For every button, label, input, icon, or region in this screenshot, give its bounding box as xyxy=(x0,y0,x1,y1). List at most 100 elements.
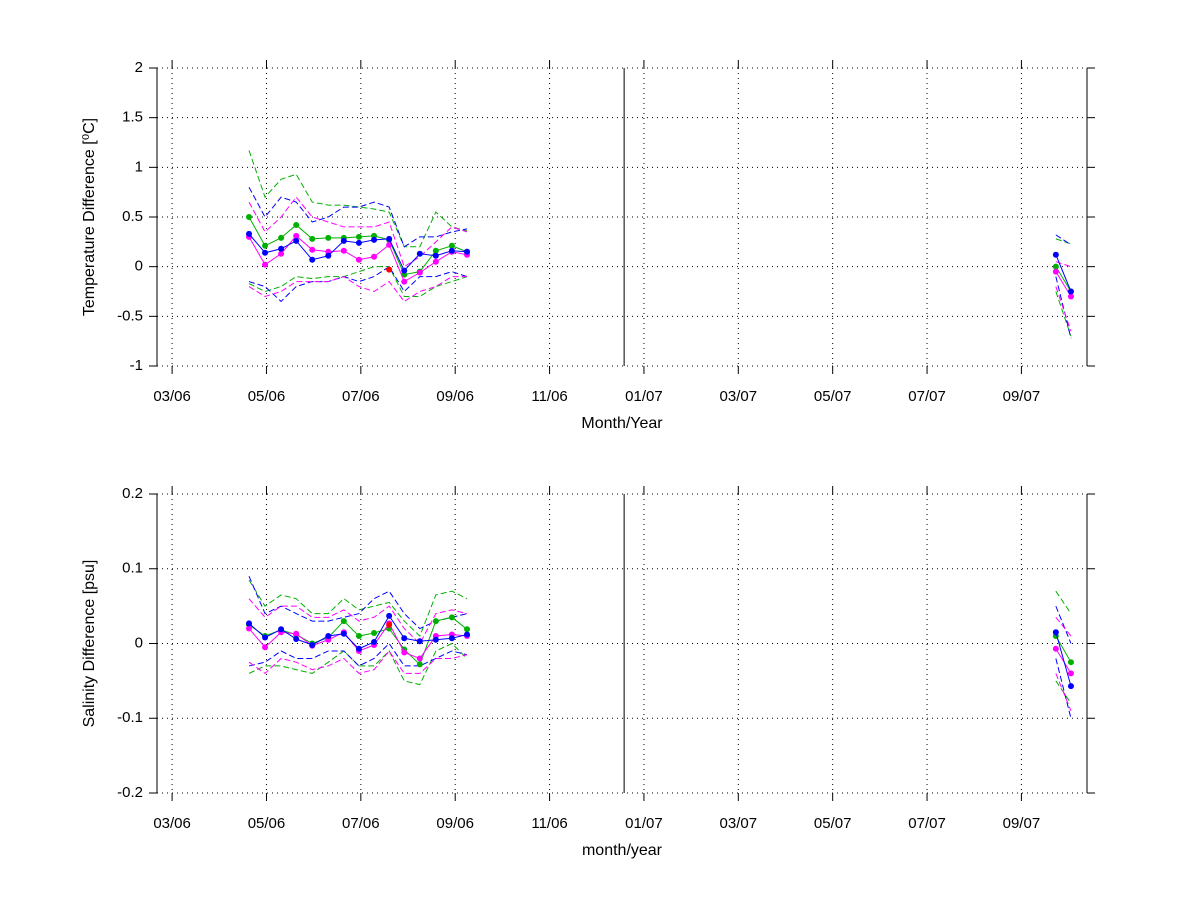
x-tick-label: 03/06 xyxy=(153,815,191,832)
marker xyxy=(432,636,439,643)
marker xyxy=(340,618,347,625)
marker xyxy=(262,242,269,249)
marker xyxy=(340,247,347,254)
marker xyxy=(1067,670,1074,677)
marker xyxy=(355,645,362,652)
marker xyxy=(340,237,347,244)
marker xyxy=(278,626,285,633)
marker xyxy=(416,655,423,662)
y-tick-label: -0.1 xyxy=(117,709,143,726)
marker xyxy=(262,634,269,641)
marker xyxy=(464,631,470,638)
marker xyxy=(448,247,455,254)
marker xyxy=(386,241,393,248)
band-line xyxy=(248,150,1072,248)
x-tick-label: 05/06 xyxy=(248,815,286,832)
x-tick-label: 03/07 xyxy=(720,388,758,405)
band-line xyxy=(248,265,1072,339)
marker xyxy=(448,242,455,249)
marker xyxy=(355,256,362,263)
y-tick-label: -1 xyxy=(130,357,143,374)
x-tick-label: 09/06 xyxy=(436,815,474,832)
marker xyxy=(262,249,269,256)
x-tick-label: 09/06 xyxy=(436,388,474,405)
marker xyxy=(416,269,423,276)
marker xyxy=(262,644,269,651)
x-tick-label: 07/06 xyxy=(342,815,380,832)
marker xyxy=(278,234,285,241)
marker xyxy=(1067,288,1074,295)
x-tick-label: 07/06 xyxy=(342,388,380,405)
series-line xyxy=(248,614,1072,687)
x-tick-label: 11/06 xyxy=(531,815,567,832)
marker xyxy=(246,230,253,237)
band-line xyxy=(248,266,1072,337)
marker xyxy=(1052,629,1059,636)
marker xyxy=(386,621,393,628)
marker xyxy=(464,248,470,255)
y-tick-label: 2 xyxy=(135,59,143,76)
marker xyxy=(401,278,408,285)
marker xyxy=(309,235,316,242)
y-tick-label: -0.2 xyxy=(117,784,143,801)
marker xyxy=(1052,268,1059,275)
marker xyxy=(246,214,253,220)
x-tick-label: 01/07 xyxy=(625,815,663,832)
x-tick-label: 07/07 xyxy=(908,388,946,405)
marker xyxy=(1067,293,1074,300)
marker xyxy=(371,639,378,646)
x-tick-label: 03/07 xyxy=(720,815,758,832)
band-line xyxy=(248,196,1072,268)
marker xyxy=(355,633,362,640)
marker xyxy=(293,636,300,643)
marker xyxy=(309,246,316,253)
marker xyxy=(293,221,300,228)
band-line xyxy=(248,650,1072,711)
marker xyxy=(355,233,362,240)
marker xyxy=(293,237,300,244)
x-axis-label: Month/Year xyxy=(581,415,663,432)
x-tick-label: 11/06 xyxy=(531,388,567,405)
marker xyxy=(246,620,253,627)
marker xyxy=(416,661,423,668)
marker xyxy=(262,261,269,268)
x-tick-label: 05/07 xyxy=(814,388,852,405)
marker xyxy=(386,235,393,242)
y-axis-label: Temperature Difference [⁰C] xyxy=(81,118,98,316)
marker xyxy=(432,247,439,254)
y-tick-label: 1 xyxy=(135,158,143,175)
x-axis-label: month/year xyxy=(582,842,663,859)
x-tick-label: 01/07 xyxy=(625,388,663,405)
band-line xyxy=(248,579,1072,637)
marker xyxy=(416,250,423,257)
marker xyxy=(448,635,455,642)
y-tick-label: 0.1 xyxy=(122,560,143,577)
marker xyxy=(355,239,362,246)
y-axis-label: Salinity Difference [psu] xyxy=(81,560,98,728)
marker xyxy=(309,641,316,648)
marker xyxy=(293,232,300,239)
marker xyxy=(325,234,332,241)
marker xyxy=(1052,263,1059,270)
band-line xyxy=(248,186,1072,248)
marker xyxy=(416,638,423,645)
band-line xyxy=(248,642,1072,719)
marker xyxy=(325,252,332,259)
marker xyxy=(401,267,408,274)
band-line xyxy=(248,642,1072,704)
y-tick-label: 0.2 xyxy=(122,485,143,502)
band-line xyxy=(248,598,1072,645)
marker xyxy=(371,253,378,260)
marker xyxy=(293,630,300,637)
y-tick-label: -0.5 xyxy=(117,307,143,324)
series-line xyxy=(248,216,1072,292)
marker xyxy=(246,625,253,632)
marker xyxy=(278,245,285,252)
marker xyxy=(278,250,285,257)
marker xyxy=(340,630,347,637)
marker xyxy=(401,649,408,656)
marker xyxy=(401,635,408,642)
marker xyxy=(386,612,393,619)
marker xyxy=(432,618,439,625)
